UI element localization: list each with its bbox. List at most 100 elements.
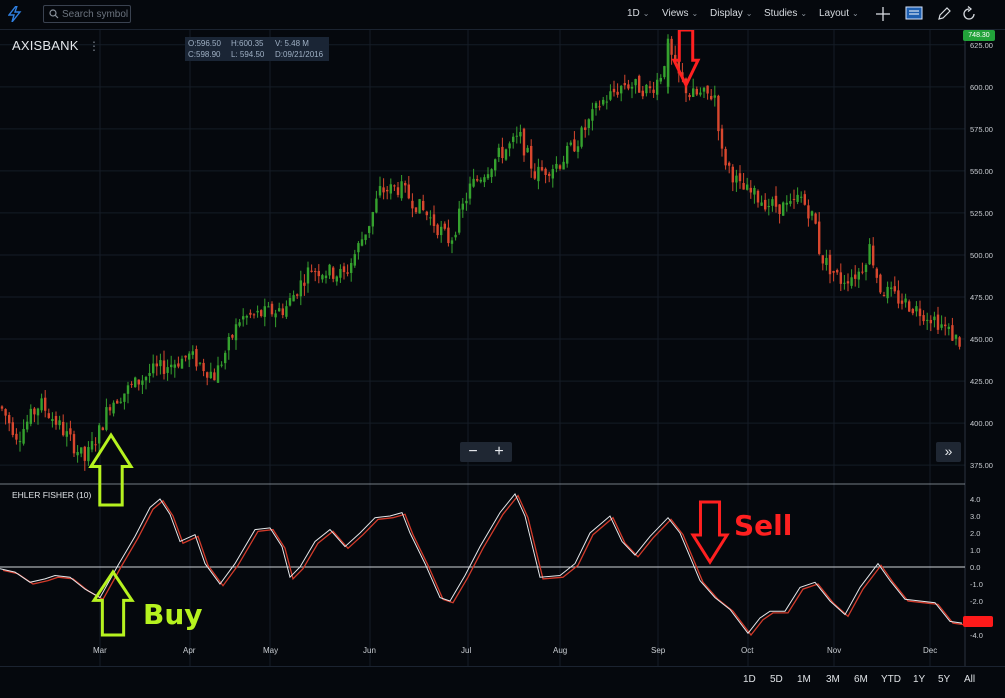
candle-up [785, 202, 788, 205]
symbol-name[interactable]: AXISBANK [12, 38, 79, 53]
buy-arrow-indicator [91, 569, 135, 637]
candle-up [465, 200, 468, 204]
price-chart[interactable]: 625.00 600.00 575.00 550.00 525.00 500.00 475.… [0, 30, 1005, 666]
candle-up [58, 420, 61, 426]
search-input[interactable] [62, 7, 128, 21]
candle-up [180, 358, 184, 369]
range-3m[interactable]: 3M [826, 674, 840, 685]
candle-down [260, 310, 263, 317]
refresh-icon[interactable] [960, 5, 978, 23]
lightning-icon[interactable] [8, 6, 22, 22]
candle-down [213, 372, 216, 381]
candle-down [0, 406, 4, 409]
candle-down [814, 213, 817, 224]
candle-down [641, 90, 644, 97]
zoom-in-button[interactable]: + [494, 443, 504, 460]
candle-up [389, 184, 392, 194]
interval-menu[interactable]: 1D ⌄ [627, 8, 650, 19]
candle-up [364, 234, 367, 241]
candle-up [256, 310, 259, 313]
candle-down [62, 421, 65, 436]
candle-down [162, 360, 166, 374]
scroll-to-end-button[interactable]: » [936, 442, 961, 462]
views-menu[interactable]: Views ⌄ [662, 8, 698, 19]
range-6m[interactable]: 6M [854, 674, 868, 685]
range-ytd[interactable]: YTD [881, 674, 901, 685]
candle-up [519, 131, 522, 137]
candle-down [893, 286, 896, 292]
candle-up [789, 201, 792, 204]
price-tick-label: 375.00 [970, 461, 993, 470]
candle-down [872, 245, 875, 266]
crosshair-icon[interactable] [874, 5, 892, 23]
indicator-name[interactable]: EHLER FISHER (10) [12, 490, 92, 500]
range-all[interactable]: All [964, 674, 976, 685]
range-5y[interactable]: 5Y [938, 674, 951, 685]
candle-up [490, 169, 493, 178]
range-1d[interactable]: 1D [743, 674, 756, 685]
candle-down [393, 185, 396, 187]
candle-up [479, 179, 482, 182]
candle-up [508, 143, 511, 149]
pencil-icon[interactable] [935, 5, 953, 23]
candle-up [692, 88, 695, 97]
candle-up [483, 177, 486, 183]
candle-down [548, 173, 551, 176]
candle-down [11, 422, 14, 435]
candle-up [134, 377, 137, 388]
candle-down [558, 165, 562, 169]
candle-up [857, 271, 860, 280]
price-tick-label: 550.00 [970, 167, 993, 176]
candle-down [612, 88, 616, 93]
candle-up [526, 147, 529, 153]
candle-down [407, 184, 410, 199]
chart-grid [0, 30, 966, 666]
candle-up [634, 79, 637, 86]
range-5d[interactable]: 5D [770, 674, 783, 685]
range-1m[interactable]: 1M [797, 674, 811, 685]
time-tick-label: Apr [183, 646, 196, 655]
candle-up [713, 95, 716, 98]
time-tick-label: Dec [923, 646, 937, 655]
candle-up [796, 194, 799, 202]
price-tick-label: 600.00 [970, 83, 993, 92]
candle-up [105, 407, 108, 430]
candle-up [224, 352, 227, 364]
candle-up [375, 198, 378, 213]
sell-arrow-indicator [690, 500, 730, 565]
candle-up [371, 212, 374, 227]
candle-up [494, 159, 497, 171]
candle-down [728, 162, 731, 166]
candle-up [126, 385, 130, 394]
candle-up [144, 377, 148, 381]
candle-up [65, 431, 68, 437]
candle-up [357, 243, 360, 253]
candle-up [90, 441, 94, 450]
candle-up [947, 326, 950, 329]
more-options-icon[interactable]: ⋮ [88, 39, 100, 53]
candle-down [72, 434, 76, 454]
chevron-down-icon: ⌄ [800, 9, 808, 18]
candle-down [342, 266, 346, 273]
candle-down [792, 198, 796, 200]
search-box[interactable] [43, 5, 131, 23]
candle-up [602, 99, 605, 105]
fisher-trigger-line [2, 494, 966, 637]
candle-up [440, 226, 443, 236]
candle-down [184, 355, 187, 358]
display-menu[interactable]: Display ⌄ [710, 8, 753, 19]
candle-down [411, 200, 414, 209]
candle-up [292, 295, 295, 302]
chevron-down-icon: ⌄ [642, 9, 650, 18]
candle-down [396, 187, 400, 195]
candle-down [875, 268, 878, 278]
sell-label: Sell [734, 509, 793, 542]
studies-menu[interactable]: Studies ⌄ [764, 8, 807, 19]
range-1y[interactable]: 1Y [913, 674, 926, 685]
comment-icon[interactable] [905, 5, 923, 23]
layout-menu[interactable]: Layout ⌄ [819, 8, 859, 19]
indicator-tick-label: 1.0 [970, 546, 980, 555]
price-tick-label: 525.00 [970, 209, 993, 218]
candle-up [458, 208, 461, 233]
zoom-out-button[interactable]: − [468, 443, 478, 460]
